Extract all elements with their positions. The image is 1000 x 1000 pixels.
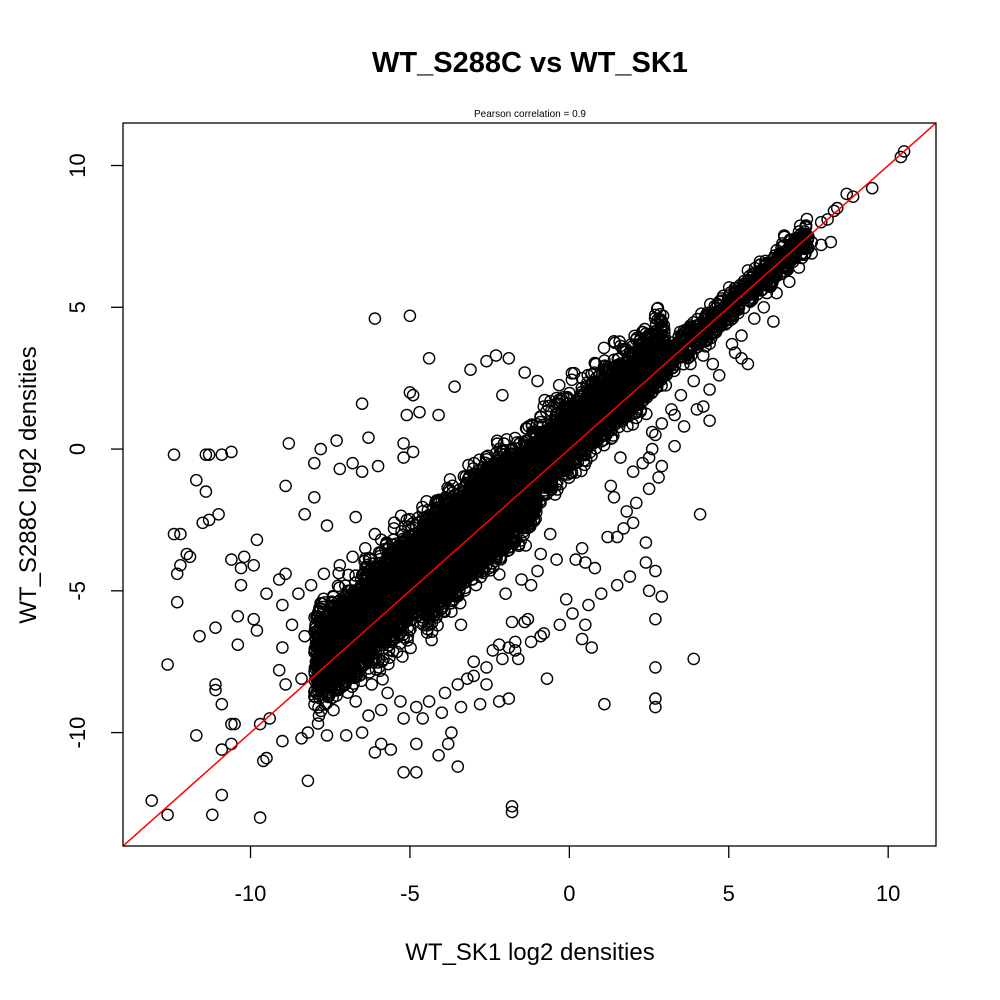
data-point <box>565 373 579 387</box>
chart-subtitle: Pearson correlation = 0.9 <box>474 109 586 120</box>
data-point <box>614 339 627 353</box>
data-point <box>597 341 611 355</box>
data-point <box>552 378 566 392</box>
data-point <box>522 419 536 433</box>
data-point <box>543 467 557 481</box>
chart-title: WT_S288C vs WT_SK1 <box>372 47 688 79</box>
data-point <box>636 325 650 339</box>
data-point <box>626 418 640 431</box>
data-point <box>544 428 558 442</box>
data-point <box>589 357 603 371</box>
data-point <box>561 407 575 421</box>
data-point <box>547 460 560 473</box>
data-point <box>648 311 662 325</box>
data-point <box>333 581 346 594</box>
data-point <box>543 482 557 496</box>
data-point <box>610 408 624 421</box>
data-point <box>657 318 671 332</box>
data-point <box>598 359 612 373</box>
data-point <box>611 361 625 375</box>
data-point <box>552 393 566 407</box>
data-point <box>599 371 612 385</box>
data-point <box>613 335 626 348</box>
data-point <box>584 392 597 406</box>
data-points <box>145 145 911 824</box>
data-point <box>633 346 646 360</box>
data-point <box>563 413 576 427</box>
data-point <box>561 452 574 465</box>
data-point <box>654 327 668 341</box>
data-point <box>648 332 661 346</box>
data-point <box>443 473 457 486</box>
data-point <box>651 301 665 315</box>
data-point <box>565 366 579 380</box>
